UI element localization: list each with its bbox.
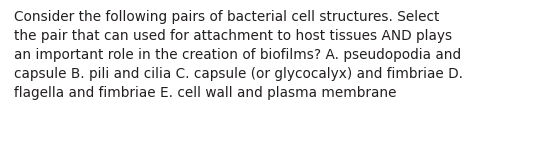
Text: Consider the following pairs of bacterial cell structures. Select
the pair that : Consider the following pairs of bacteria…	[14, 10, 463, 100]
